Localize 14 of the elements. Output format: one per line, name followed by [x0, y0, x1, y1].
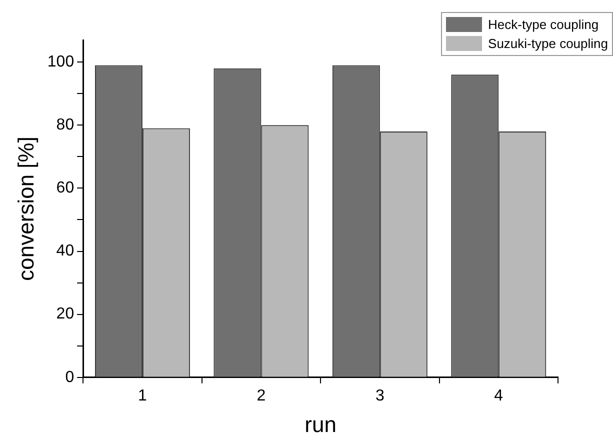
- y-tick-label: 100: [47, 53, 74, 70]
- y-tick-label: 0: [65, 368, 74, 386]
- legend-label: Suzuki-type coupling: [488, 36, 608, 51]
- y-tick-label: 80: [56, 116, 74, 134]
- y-tick-label: 20: [56, 306, 74, 323]
- y-tick-label: 60: [56, 180, 74, 197]
- x-axis-title: run: [304, 412, 336, 437]
- x-tick-label: 4: [494, 387, 504, 404]
- x-tick-label: 3: [375, 387, 384, 404]
- x-tick-label: 1: [138, 387, 148, 404]
- x-tick-label: 2: [256, 387, 266, 404]
- y-axis-title: conversion [%]: [13, 136, 38, 281]
- legend-label: Heck-type coupling: [488, 17, 599, 32]
- y-tick-label: 40: [56, 242, 74, 260]
